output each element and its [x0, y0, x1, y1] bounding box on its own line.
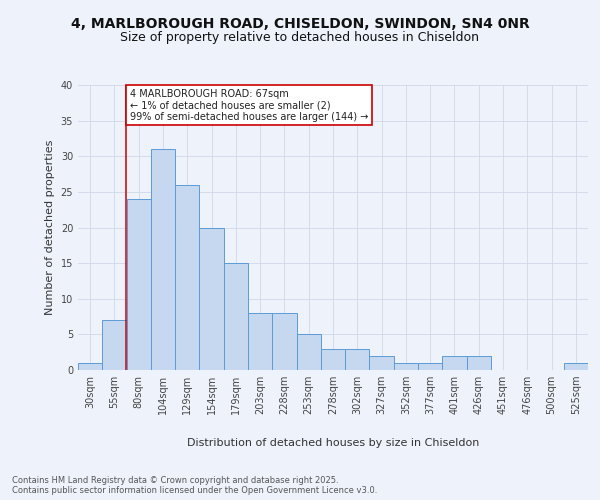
Bar	[321, 348, 345, 370]
Bar	[394, 363, 418, 370]
Bar	[370, 356, 394, 370]
Bar	[442, 356, 467, 370]
Bar	[151, 149, 175, 370]
Bar	[564, 363, 588, 370]
Y-axis label: Number of detached properties: Number of detached properties	[45, 140, 55, 315]
Bar	[467, 356, 491, 370]
Bar	[78, 363, 102, 370]
Bar	[102, 320, 127, 370]
Text: Size of property relative to detached houses in Chiseldon: Size of property relative to detached ho…	[121, 31, 479, 44]
Bar	[345, 348, 370, 370]
Text: 4, MARLBOROUGH ROAD, CHISELDON, SWINDON, SN4 0NR: 4, MARLBOROUGH ROAD, CHISELDON, SWINDON,…	[71, 18, 529, 32]
Bar	[248, 313, 272, 370]
Bar	[418, 363, 442, 370]
Bar	[127, 199, 151, 370]
Bar	[175, 184, 199, 370]
Text: Contains HM Land Registry data © Crown copyright and database right 2025.
Contai: Contains HM Land Registry data © Crown c…	[12, 476, 377, 495]
Bar	[224, 263, 248, 370]
Text: Distribution of detached houses by size in Chiseldon: Distribution of detached houses by size …	[187, 438, 479, 448]
Bar	[272, 313, 296, 370]
Text: 4 MARLBOROUGH ROAD: 67sqm
← 1% of detached houses are smaller (2)
99% of semi-de: 4 MARLBOROUGH ROAD: 67sqm ← 1% of detach…	[130, 88, 368, 122]
Bar	[296, 334, 321, 370]
Bar	[199, 228, 224, 370]
